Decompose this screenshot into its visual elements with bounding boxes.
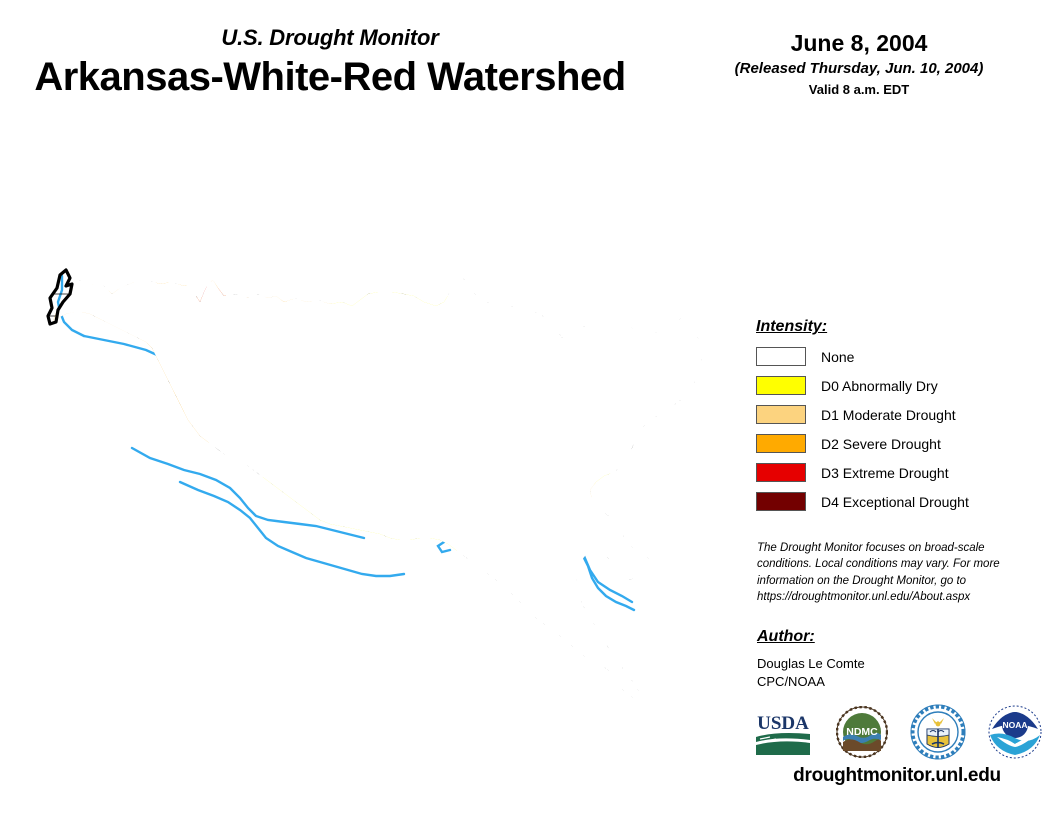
header-right: June 8, 2004 (Released Thursday, Jun. 10… [694,30,1024,97]
intensity-legend: Intensity: None D0 Abnormally Dry D1 Mod… [756,318,1036,519]
noaa-logo: NOAA [988,705,1042,764]
legend-swatch-d2 [756,434,806,453]
legend-swatch-d0 [756,376,806,395]
legend-swatch-d4 [756,492,806,511]
legend-item-d4[interactable]: D4 Exceptional Drought [756,490,1036,513]
watershed-outline [46,268,704,700]
valid-date: June 8, 2004 [790,30,928,56]
author-block: Author: Douglas Le Comte CPC/NOAA [757,628,1037,691]
logo-row: USDA NDMC [752,704,1042,765]
ndmc-logo: NDMC [835,705,889,763]
noaa-logo-text: NOAA [1002,720,1027,730]
legend-item-d1[interactable]: D1 Moderate Drought [756,403,1036,426]
legend-swatch-none [756,347,806,366]
legend-item-d3[interactable]: D3 Extreme Drought [756,461,1036,484]
usda-logo-text: USDA [757,713,809,734]
watershed-drought-map [0,250,740,700]
legend-swatch-d1 [756,405,806,424]
usda-logo: USDA [752,706,814,762]
legend-title: Intensity: [756,318,828,335]
author-name: Douglas Le Comte [757,656,865,671]
header-left: U.S. Drought Monitor Arkansas-White-Red … [0,25,660,100]
legend-item-none[interactable]: None [756,345,1036,368]
legend-item-d0[interactable]: D0 Abnormally Dry [756,374,1036,397]
map-svg [46,268,704,700]
valid-time: Valid 8 a.m. EDT [808,82,910,98]
river-red [178,480,406,578]
river-white [574,540,636,612]
author-organization: CPC/NOAA [757,674,825,690]
released-date: (Released Thursday, Jun. 10, 2004) [734,60,984,78]
legend-swatch-d3 [756,463,806,482]
ndmc-logo-text: NDMC [846,726,878,738]
river-canadian [130,446,366,540]
legend-label-none: None [821,348,855,365]
page-title: Arkansas-White-Red Watershed [34,55,626,100]
usda-seal-logo [910,704,966,765]
legend-label-d2: D2 Severe Drought [821,435,941,452]
author-title: Author: [757,628,815,645]
legend-label-d3: D3 Extreme Drought [821,464,949,481]
legend-label-d1: D1 Moderate Drought [821,406,956,423]
site-url[interactable]: droughtmonitor.unl.edu [793,765,1001,786]
disclaimer-text: The Drought Monitor focuses on broad-sca… [757,542,1000,603]
drought-monitor-supertitle: U.S. Drought Monitor [221,25,439,50]
legend-label-d0: D0 Abnormally Dry [821,377,938,394]
legend-label-d4: D4 Exceptional Drought [821,493,969,510]
legend-item-d2[interactable]: D2 Severe Drought [756,432,1036,455]
